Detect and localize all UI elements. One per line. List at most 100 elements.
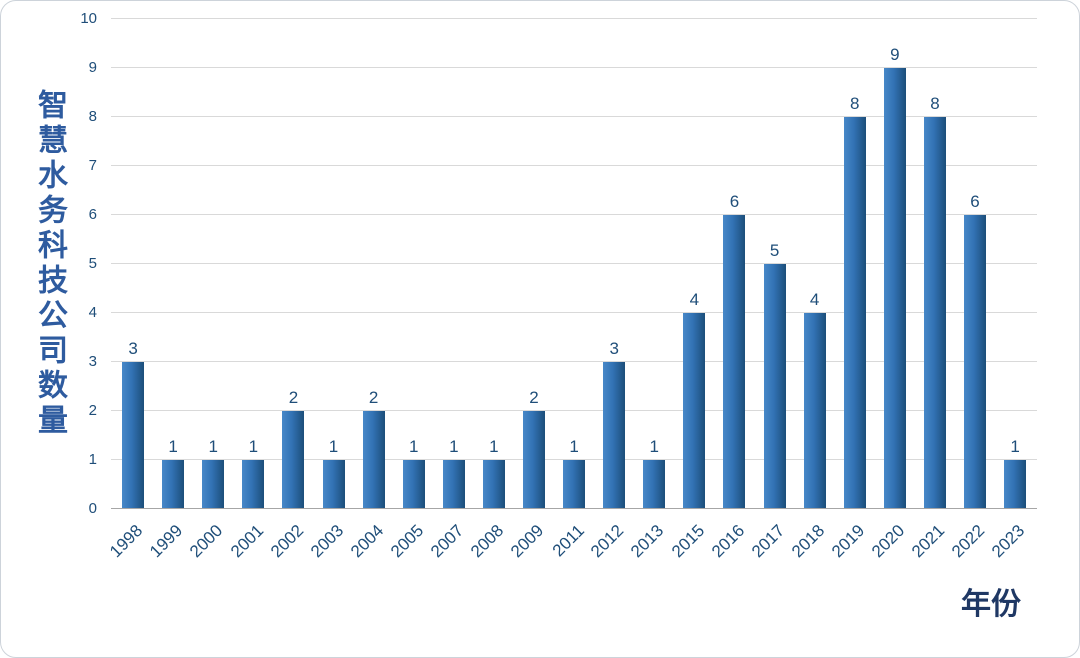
bar-value-label: 1: [489, 437, 499, 456]
bar-value-label: 1: [649, 437, 659, 456]
bar-group-2008: 1 2008: [467, 19, 514, 561]
bar-value-label: 1: [208, 437, 218, 456]
x-tick-label: 2022: [948, 521, 989, 562]
bar-value-label: 3: [609, 339, 619, 358]
bar: [883, 68, 906, 509]
bar: [843, 117, 866, 509]
x-tick-label: 2008: [467, 521, 508, 562]
bar: [763, 264, 786, 509]
bar-group-2004: 2 2004: [347, 19, 394, 561]
bar-value-label: 4: [689, 290, 700, 309]
bar-group-2011: 1 2011: [548, 19, 594, 560]
bar-group-2021: 8 2021: [908, 19, 955, 561]
bar-group-2007: 1 2007: [427, 19, 474, 561]
bar-value-label: 9: [890, 45, 900, 64]
y-tick-label: 3: [88, 353, 97, 370]
x-tick-label: 2007: [427, 521, 468, 562]
bars: 3 1998 1 1999 1 2000 1 2001 2 2002 1 2003 2 2004 1 2005…: [106, 19, 1037, 561]
gridline: [111, 263, 1037, 264]
bar-value-label: 1: [569, 437, 579, 456]
gridline: [111, 165, 1037, 166]
x-tick-label: 2004: [346, 521, 388, 562]
bar: [964, 215, 987, 509]
bar-group-2003: 1 2003: [307, 19, 353, 561]
y-axis-title: 智慧水务科技公司数量: [33, 89, 66, 439]
bar-value-label: 1: [168, 437, 178, 456]
x-tick-label: 2012: [587, 521, 628, 562]
bar: [803, 313, 826, 509]
bar-group-2009: 2 2009: [507, 19, 554, 561]
bar: [563, 460, 586, 509]
x-tick-label: 2013: [627, 521, 668, 562]
bar: [362, 411, 385, 509]
x-tick-label: 2017: [747, 521, 788, 562]
gridline: [111, 312, 1037, 313]
bar-value-label: 1: [408, 437, 419, 456]
bar-value-label: 2: [529, 388, 539, 407]
bar: [923, 117, 946, 509]
bar-group-2017: 5 2017: [748, 19, 795, 561]
bar-value-label: 8: [930, 94, 940, 113]
bar-value-label: 1: [449, 437, 459, 456]
gridline: [111, 361, 1037, 362]
bar-group-2001: 1 2001: [227, 19, 273, 561]
bar: [723, 215, 746, 509]
x-tick-label: 2009: [507, 521, 548, 562]
bar: [683, 313, 706, 509]
x-tick-label: 2020: [868, 521, 909, 562]
y-tick-label: 2: [88, 402, 97, 419]
y-tick-label: 6: [88, 206, 97, 223]
x-tick-label: 2021: [908, 521, 949, 562]
x-tick-label: 2018: [787, 521, 829, 562]
bar-value-label: 8: [850, 94, 860, 113]
gridline: [111, 18, 1037, 19]
bar: [242, 460, 265, 509]
x-tick-label: 2002: [266, 521, 307, 562]
gridline: [111, 214, 1037, 215]
y-tick-label: 5: [88, 255, 97, 272]
bar: [322, 460, 345, 509]
y-tick-label: 8: [88, 108, 97, 125]
bar-value-label: 2: [368, 388, 379, 407]
x-tick-label: 2019: [827, 521, 869, 562]
bar-value-label: 3: [128, 339, 138, 358]
bar: [122, 362, 145, 509]
x-tick-label: 2000: [186, 521, 227, 562]
bar-group-2000: 1 2000: [186, 19, 233, 561]
bar: [482, 460, 505, 509]
y-axis-ticks: 0 1 2 3 4 5 6 7 8 9 10: [57, 10, 103, 517]
bar-group-1998: 3 1998: [106, 19, 153, 561]
x-tick-label: 1999: [146, 521, 187, 562]
gridline: [111, 67, 1037, 68]
bar-group-2013: 1 2013: [628, 19, 674, 561]
bar-group-2023: 1 2023: [988, 19, 1035, 561]
x-tick-label: 2003: [306, 521, 347, 562]
bar: [643, 460, 666, 509]
bar-value-label: 5: [769, 241, 780, 260]
bar: [162, 460, 185, 509]
bar: [202, 460, 225, 509]
x-tick-label: 2016: [707, 521, 748, 562]
bar-group-2018: 4 2018: [788, 19, 835, 561]
y-tick-label: 10: [80, 10, 97, 27]
gridlines: [111, 18, 1037, 509]
bar-value-label: 1: [1010, 437, 1020, 456]
x-axis-title: 年份: [961, 588, 1021, 621]
x-tick-label: 2023: [988, 521, 1029, 562]
bar: [1004, 460, 1027, 509]
y-tick-label: 1: [88, 451, 97, 468]
bar-group-2012: 3 2012: [587, 19, 634, 561]
y-tick-label: 9: [88, 59, 97, 76]
x-tick-label: 2005: [386, 521, 428, 562]
y-tick-label: 7: [88, 157, 97, 174]
bar-group-2002: 2 2002: [267, 19, 313, 561]
gridline: [111, 459, 1037, 460]
bar-value-label: 1: [248, 437, 259, 456]
bar-group-2015: 4 2015: [668, 19, 714, 561]
x-tick-label: 1998: [106, 521, 147, 562]
bar-group-2019: 8 2019: [828, 19, 875, 561]
x-tick-label: 2015: [667, 521, 708, 562]
bar: [282, 411, 305, 509]
y-tick-label: 0: [88, 500, 97, 517]
